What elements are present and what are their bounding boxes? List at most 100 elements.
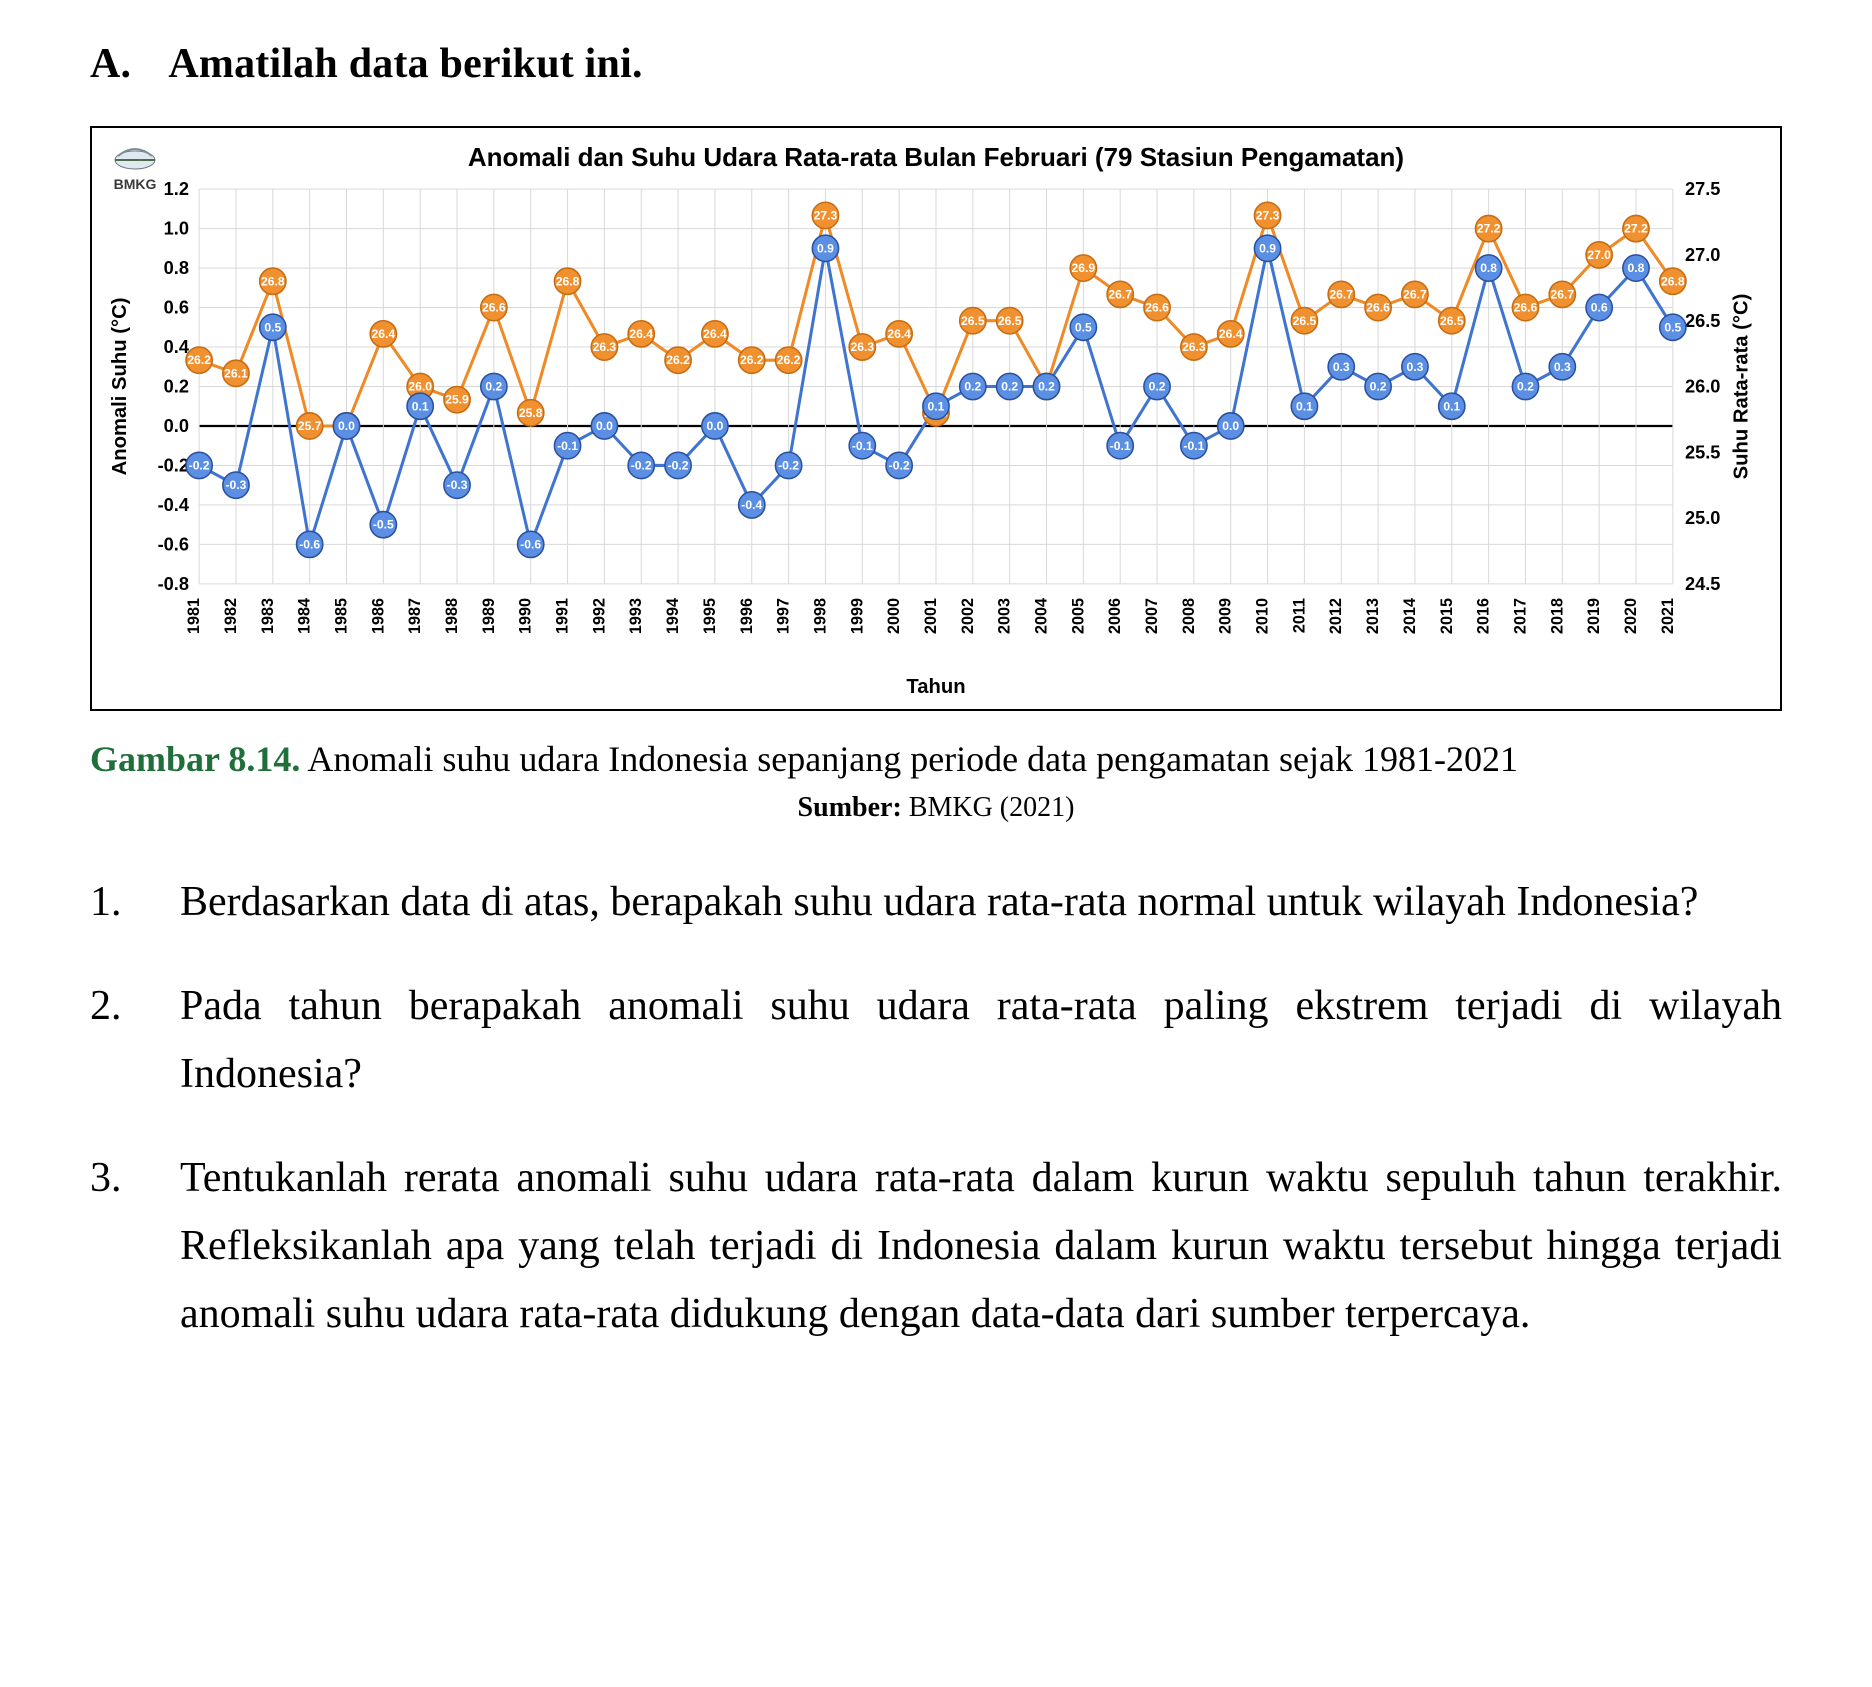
svg-text:0.9: 0.9 (817, 241, 834, 255)
svg-text:2013: 2013 (1364, 598, 1382, 634)
svg-text:1996: 1996 (738, 598, 756, 634)
svg-text:-0.2: -0.2 (631, 458, 652, 472)
svg-text:0.8: 0.8 (164, 258, 189, 278)
question-list: Berdasarkan data di atas, berapakah suhu… (90, 868, 1782, 1348)
svg-text:26.6: 26.6 (1366, 301, 1390, 315)
svg-text:26.5: 26.5 (1685, 311, 1720, 331)
svg-text:2005: 2005 (1069, 598, 1087, 634)
svg-text:2007: 2007 (1143, 598, 1161, 634)
svg-text:0.2: 0.2 (1370, 380, 1387, 394)
svg-text:1995: 1995 (701, 598, 719, 634)
svg-text:0.6: 0.6 (164, 298, 189, 318)
chart-svg: -0.8-0.6-0.4-0.20.00.20.40.60.81.01.224.… (106, 179, 1766, 705)
svg-text:1990: 1990 (517, 598, 535, 634)
svg-text:0.3: 0.3 (1554, 360, 1571, 374)
figure-source: Sumber: BMKG (2021) (90, 794, 1782, 822)
svg-text:1987: 1987 (406, 598, 424, 634)
svg-text:1991: 1991 (554, 598, 572, 634)
svg-text:0.2: 0.2 (1038, 380, 1055, 394)
svg-text:26.5: 26.5 (998, 314, 1022, 328)
svg-text:0.2: 0.2 (1517, 380, 1534, 394)
svg-text:1993: 1993 (627, 598, 645, 634)
svg-text:26.3: 26.3 (1182, 340, 1206, 354)
svg-text:-0.5: -0.5 (373, 518, 394, 532)
svg-text:-0.1: -0.1 (852, 439, 873, 453)
svg-text:0.3: 0.3 (1333, 360, 1350, 374)
svg-text:0.0: 0.0 (1222, 419, 1239, 433)
svg-text:2008: 2008 (1180, 598, 1198, 634)
svg-text:0.8: 0.8 (1480, 261, 1497, 275)
svg-text:0.5: 0.5 (1664, 320, 1681, 334)
svg-text:2000: 2000 (885, 598, 903, 634)
svg-text:-0.1: -0.1 (557, 439, 578, 453)
section-heading: A. Amatilah data berikut ini. (90, 40, 1782, 88)
svg-text:Suhu Rata-rata (°C): Suhu Rata-rata (°C) (1731, 294, 1753, 480)
svg-text:1986: 1986 (369, 598, 387, 634)
svg-text:26.4: 26.4 (629, 327, 653, 341)
svg-text:-0.2: -0.2 (668, 458, 689, 472)
svg-text:-0.2: -0.2 (189, 458, 210, 472)
svg-text:1984: 1984 (296, 598, 314, 634)
svg-text:2012: 2012 (1327, 598, 1345, 634)
chart-frame: BMKG Anomali dan Suhu Udara Rata-rata Bu… (90, 126, 1782, 711)
svg-text:2016: 2016 (1475, 598, 1493, 634)
svg-text:1.0: 1.0 (164, 219, 189, 239)
svg-text:2015: 2015 (1438, 598, 1456, 634)
svg-text:25.0: 25.0 (1685, 508, 1720, 528)
svg-text:27.2: 27.2 (1477, 222, 1501, 236)
svg-text:-0.2: -0.2 (778, 458, 799, 472)
svg-text:26.2: 26.2 (187, 353, 211, 367)
svg-text:0.1: 0.1 (1296, 399, 1313, 413)
svg-text:-0.2: -0.2 (889, 458, 910, 472)
svg-text:26.8: 26.8 (556, 274, 580, 288)
question-item: Berdasarkan data di atas, berapakah suhu… (90, 868, 1782, 936)
svg-text:26.5: 26.5 (961, 314, 985, 328)
svg-text:-0.4: -0.4 (741, 498, 762, 512)
svg-text:Anomali Suhu (°C): Anomali Suhu (°C) (109, 298, 131, 476)
svg-text:26.4: 26.4 (887, 327, 911, 341)
svg-text:0.4: 0.4 (164, 337, 190, 357)
svg-text:26.5: 26.5 (1440, 314, 1464, 328)
svg-text:2021: 2021 (1659, 598, 1677, 634)
svg-text:27.3: 27.3 (814, 208, 838, 222)
svg-text:0.8: 0.8 (1628, 261, 1645, 275)
svg-text:2009: 2009 (1217, 598, 1235, 634)
svg-text:0.2: 0.2 (485, 380, 502, 394)
svg-text:26.1: 26.1 (224, 366, 248, 380)
figure-caption: Gambar 8.14. Anomali suhu udara Indonesi… (90, 735, 1782, 784)
svg-text:2003: 2003 (996, 598, 1014, 634)
svg-text:27.0: 27.0 (1685, 245, 1720, 265)
svg-text:25.8: 25.8 (519, 406, 543, 420)
svg-text:2014: 2014 (1401, 598, 1419, 634)
question-text: Pada tahun berapakah anomali suhu udara … (180, 983, 1782, 1097)
svg-text:2019: 2019 (1585, 598, 1603, 634)
svg-text:2018: 2018 (1548, 598, 1566, 634)
svg-text:0.1: 0.1 (1443, 399, 1460, 413)
svg-text:27.3: 27.3 (1256, 208, 1280, 222)
svg-text:26.6: 26.6 (482, 301, 506, 315)
source-text: BMKG (2021) (909, 792, 1075, 823)
svg-text:26.2: 26.2 (666, 353, 690, 367)
chart-title: Anomali dan Suhu Udara Rata-rata Bulan F… (106, 142, 1766, 173)
svg-text:2002: 2002 (959, 598, 977, 634)
svg-text:-0.2: -0.2 (158, 456, 189, 476)
svg-text:-0.1: -0.1 (1183, 439, 1204, 453)
svg-text:0.2: 0.2 (964, 380, 981, 394)
svg-text:26.9: 26.9 (1072, 261, 1096, 275)
svg-text:2001: 2001 (922, 598, 940, 634)
svg-text:26.2: 26.2 (777, 353, 801, 367)
svg-text:-0.6: -0.6 (158, 534, 189, 554)
svg-text:0.0: 0.0 (596, 419, 613, 433)
section-title: Amatilah data berikut ini. (168, 41, 642, 87)
question-item: Tentukanlah rerata anomali suhu udara ra… (90, 1144, 1782, 1348)
svg-text:26.6: 26.6 (1514, 301, 1538, 315)
svg-text:26.8: 26.8 (1661, 274, 1685, 288)
svg-text:0.2: 0.2 (1149, 380, 1166, 394)
svg-text:1999: 1999 (848, 598, 866, 634)
svg-text:1997: 1997 (775, 598, 793, 634)
question-text: Berdasarkan data di atas, berapakah suhu… (180, 879, 1698, 925)
svg-text:0.3: 0.3 (1407, 360, 1424, 374)
source-label: Sumber: (798, 792, 902, 823)
svg-text:26.0: 26.0 (408, 380, 432, 394)
svg-text:0.2: 0.2 (164, 377, 189, 397)
